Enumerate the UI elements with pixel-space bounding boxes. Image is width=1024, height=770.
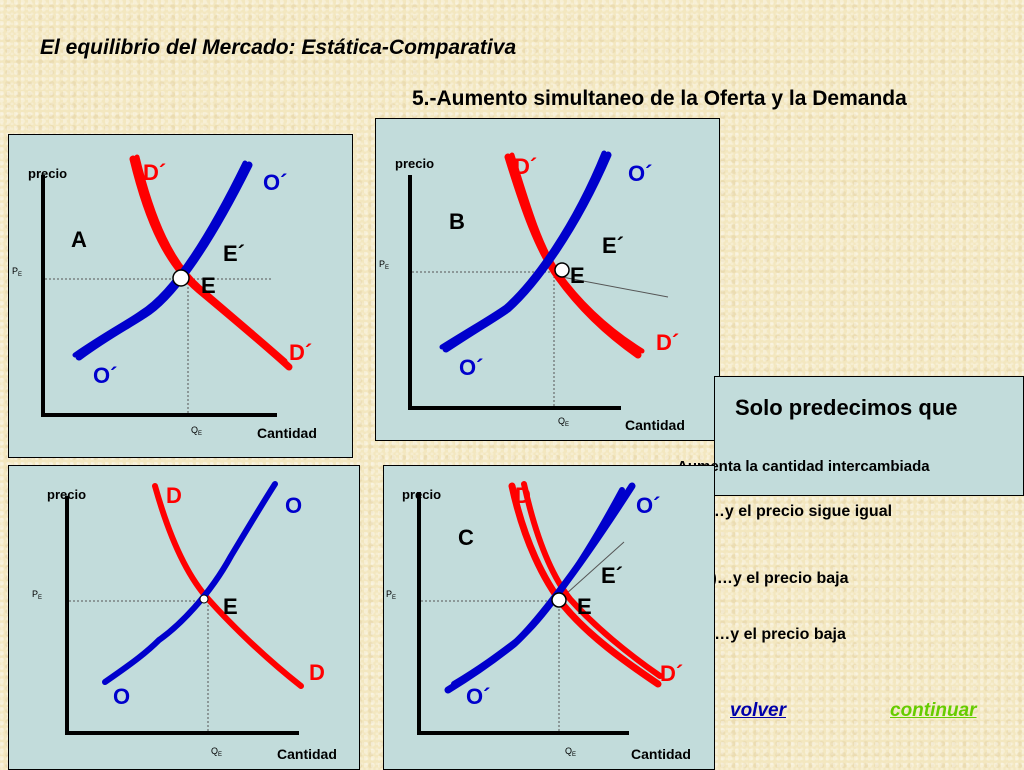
supply-curve (439, 150, 607, 350)
panel-b-graph: precio Cantidad PE QE D´ O´ B E´ E D´ O´ (379, 150, 685, 433)
equilibrium-label: E (577, 594, 592, 619)
demand-curve (521, 481, 663, 679)
equilibrium-shifted-label: E´ (602, 233, 624, 258)
slide-title: El equilibrio del Mercado: Estática-Comp… (40, 36, 517, 59)
price-axis-label: precio (28, 166, 67, 181)
supply-label-top: O (285, 493, 302, 518)
equilibrium-label: E (201, 273, 216, 298)
panel-letter: A (71, 227, 87, 252)
supply-label-bottom: O´ (459, 355, 483, 380)
option-a[interactable]: A)…y el precio sigue igual (692, 503, 893, 520)
panel-a-graph: precio Cantidad PE QE D´ O´ A E´ E D´ O´ (12, 154, 317, 441)
equilibrium-point (551, 592, 567, 608)
option-c[interactable]: c)…y el precio baja (700, 626, 846, 643)
answer-box: Solo predecimos que (714, 376, 1024, 496)
equilibrium-pointer (565, 541, 625, 595)
quantity-axis-label: Cantidad (625, 417, 685, 433)
qe-label: QE (558, 416, 569, 428)
supply-curve-shifted (442, 151, 612, 353)
next-link[interactable]: continuar (890, 700, 977, 721)
panel-base: precio Cantidad PE QE D O E D O (8, 465, 360, 770)
supply-label-bottom: O´ (466, 684, 490, 709)
demand-curve-shifted (508, 482, 662, 688)
panel-base-graph: precio Cantidad PE QE D O E D O (32, 481, 337, 762)
qe-label: QE (191, 425, 202, 437)
price-axis-label: precio (402, 487, 441, 502)
pe-label: PE (386, 589, 396, 601)
demand-label-top: D (166, 483, 182, 508)
demand-curve (134, 154, 288, 364)
panel-b: precio Cantidad PE QE D´ O´ B E´ E D´ O´ (375, 118, 720, 441)
demand-label-bottom: D´ (656, 330, 679, 355)
equilibrium-pointer (561, 276, 669, 298)
demand-label-top: D (515, 483, 531, 508)
qe-label: QE (211, 746, 222, 758)
back-link[interactable]: volver (730, 700, 786, 721)
supply-label-top: O´ (628, 161, 652, 186)
demand-label-top: D´ (143, 160, 166, 185)
supply-label-bottom: O´ (93, 363, 117, 388)
pe-label: PE (12, 266, 22, 278)
slide-subtitle: 5.-Aumento simultaneo de la Oferta y la … (412, 87, 907, 110)
qe-label: QE (565, 746, 576, 758)
demand-curve (152, 483, 304, 689)
supply-curve (72, 160, 248, 358)
equilibrium-point (199, 594, 209, 604)
equilibrium-point (172, 269, 190, 287)
equilibrium-label: E (570, 263, 585, 288)
panel-letter: C (458, 525, 474, 550)
price-axis-label: precio (395, 156, 434, 171)
quantity-axis-label: Cantidad (257, 425, 317, 441)
price-axis-label: precio (47, 487, 86, 502)
panel-a: precio Cantidad PE QE D´ O´ A E´ E D´ O´ (8, 134, 353, 458)
supply-curve-shifted (75, 161, 253, 361)
equilibrium-point (554, 262, 570, 278)
answer-lead: Solo predecimos que (735, 395, 958, 420)
equilibrium-shifted-label: E´ (223, 241, 245, 266)
quantity-axis-label: Cantidad (631, 746, 691, 762)
panel-c: precio Cantidad PE QE D O´ C E´ E D´ O´ (383, 465, 715, 770)
pe-label: PE (379, 259, 389, 271)
demand-label-bottom: D´ (660, 661, 683, 686)
supply-curve (102, 481, 278, 685)
demand-label-bottom: D´ (289, 340, 312, 365)
supply-label-top: O´ (263, 170, 287, 195)
supply-curve (451, 487, 625, 687)
panel-c-graph: precio Cantidad PE QE D O´ C E´ E D´ O´ (386, 481, 691, 762)
option-b[interactable]: B)…y el precio baja (700, 570, 849, 587)
supply-label-bottom: O (113, 684, 130, 709)
quantity-axis-label: Cantidad (277, 746, 337, 762)
demand-label-bottom: D (309, 660, 325, 685)
panel-letter: B (449, 209, 465, 234)
demand-label-top: D´ (514, 154, 537, 179)
supply-label-top: O´ (636, 493, 660, 518)
answer-line-2: Aumenta la cantidad intercambiada (677, 458, 930, 475)
pe-label: PE (32, 589, 42, 601)
equilibrium-shifted-label: E´ (601, 563, 623, 588)
equilibrium-label: E (223, 594, 238, 619)
